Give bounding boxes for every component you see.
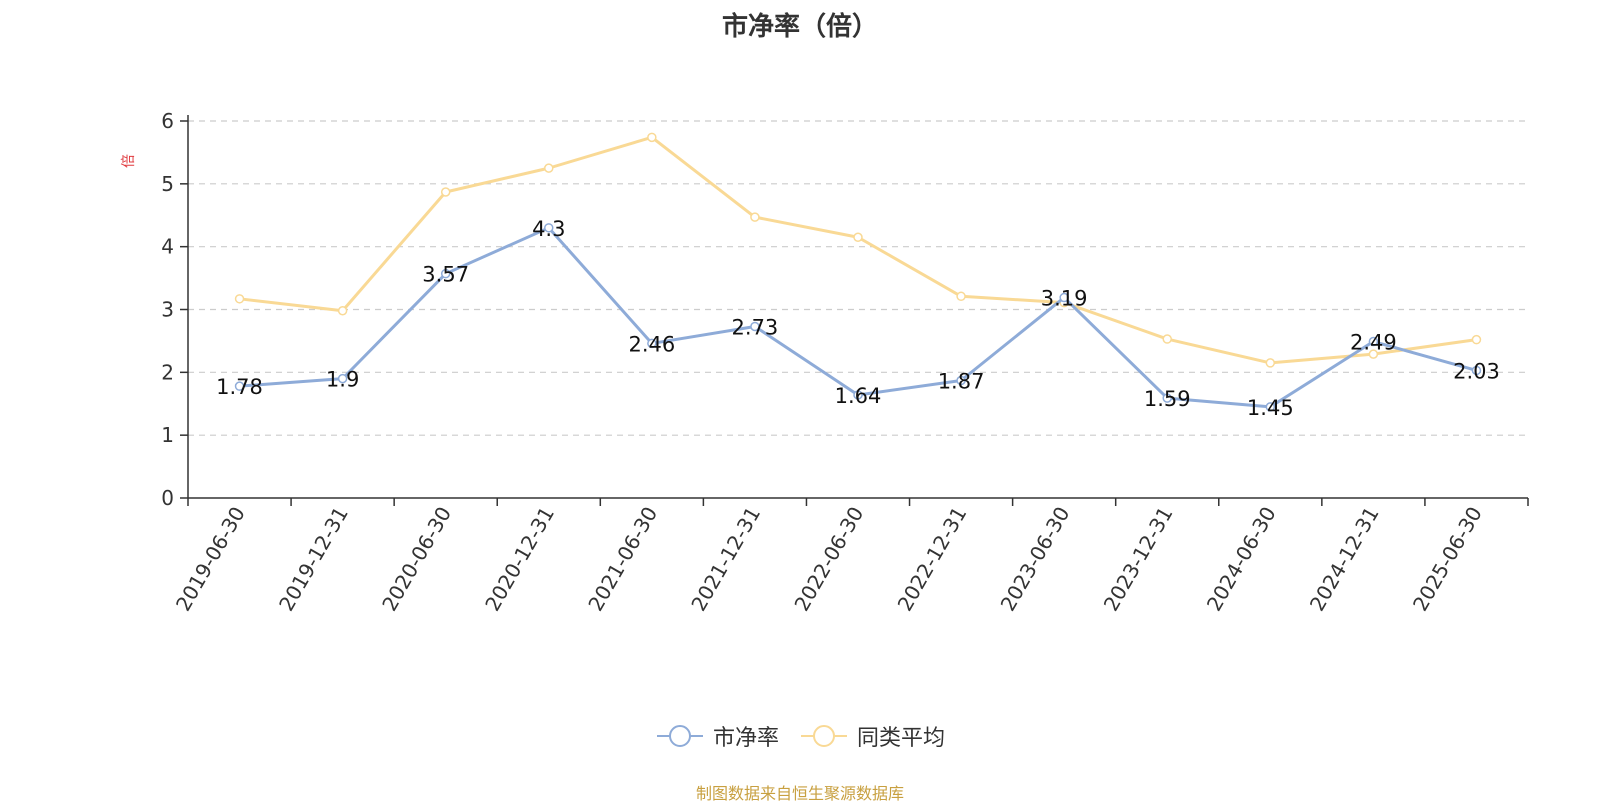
series-line [239, 135, 1477, 365]
data-label: 4.3 [532, 217, 565, 241]
legend-label: 市净率 [712, 726, 779, 751]
data-point [1265, 358, 1276, 368]
x-tick-label: 2019-12-31 [274, 503, 353, 616]
data-label: 2.46 [628, 332, 675, 356]
data-point [956, 375, 966, 386]
data-point [853, 232, 863, 242]
y-tick-label: 5 [161, 172, 174, 196]
x-tick-label: 2022-06-30 [789, 503, 868, 616]
data-point [234, 294, 245, 304]
y-tick-label: 1 [161, 423, 174, 447]
y-tick-label: 0 [161, 486, 174, 510]
x-tick-label: 2022-12-31 [893, 503, 972, 616]
axes: 0 1 2 3 4 5 6 倍 2019-06-30 2019-12-31 2020-06-30 20… [121, 109, 1529, 616]
x-tick-label: 2024-12-31 [1305, 503, 1384, 616]
data-point [337, 306, 348, 316]
y-tick-label: 3 [161, 298, 174, 322]
y-tick-label: 2 [161, 360, 174, 384]
data-label: 1.9 [326, 368, 359, 392]
source-note: 制图数据来自恒生聚源数据库 [695, 784, 904, 803]
legend: 市净率 同类平均 [0, 720, 1600, 755]
line-chart: 0 1 2 3 4 5 6 倍 2019-06-30 2019-12-31 2020-06-30 20… [121, 109, 1529, 616]
x-tick-label: 2025-06-30 [1408, 503, 1487, 616]
data-point [1265, 402, 1276, 412]
data-label: 1.87 [938, 370, 985, 394]
data-label: 1.64 [835, 384, 882, 408]
data-point [1471, 334, 1482, 345]
data-point [956, 291, 966, 302]
y-tick-label: 6 [161, 109, 174, 133]
legend-marker-icon [656, 725, 703, 747]
data-label: 2.49 [1350, 331, 1397, 355]
data-labels: 1.78 1.9 3.57 4.3 2.46 2.73 1.64 1.87 3.19 1.59 1.… [216, 217, 1500, 420]
legend-item[interactable]: 市净率 [655, 720, 779, 752]
data-label: 1.78 [216, 375, 263, 399]
legend-marker-icon [801, 725, 847, 747]
x-tick-label: 2019-06-30 [171, 503, 250, 616]
legend-label: 同类平均 [857, 726, 946, 751]
data-point [440, 268, 451, 279]
series [234, 132, 1482, 412]
legend-item[interactable]: 同类平均 [799, 720, 945, 752]
y-axis-label: 倍 [121, 154, 137, 168]
data-point [1368, 349, 1379, 359]
data-point [337, 373, 348, 384]
data-point [1162, 334, 1172, 344]
data-point [234, 381, 245, 391]
series-line [239, 226, 1477, 409]
data-point [647, 132, 657, 143]
chart-title: 市净率（倍） [721, 12, 878, 42]
data-point [750, 212, 760, 222]
data-point [440, 187, 451, 197]
x-tick-label: 2024-06-30 [1202, 503, 1281, 616]
data-label: 2.73 [732, 315, 779, 339]
data-label: 1.59 [1144, 387, 1191, 411]
data-label: 3.19 [1041, 287, 1088, 311]
x-tick-label: 2020-12-31 [480, 503, 559, 616]
x-tick-label: 2023-06-30 [996, 503, 1075, 616]
data-point [853, 390, 863, 400]
data-point [1471, 365, 1482, 376]
data-point [544, 163, 554, 173]
y-tick-label: 4 [161, 235, 174, 259]
data-point [750, 321, 760, 332]
x-tick-label: 2021-12-31 [686, 503, 765, 616]
data-point [544, 223, 554, 233]
x-tick-label: 2021-06-30 [583, 503, 662, 616]
data-point [647, 338, 657, 349]
data-label: 2.03 [1453, 359, 1500, 383]
x-tick-label: 2020-06-30 [377, 503, 456, 616]
data-point [1368, 336, 1379, 347]
x-tick-label: 2023-12-31 [1099, 503, 1178, 616]
data-label: 1.45 [1247, 396, 1294, 420]
data-point [1059, 292, 1069, 303]
data-point [1162, 393, 1172, 403]
data-label: 3.57 [422, 263, 469, 287]
